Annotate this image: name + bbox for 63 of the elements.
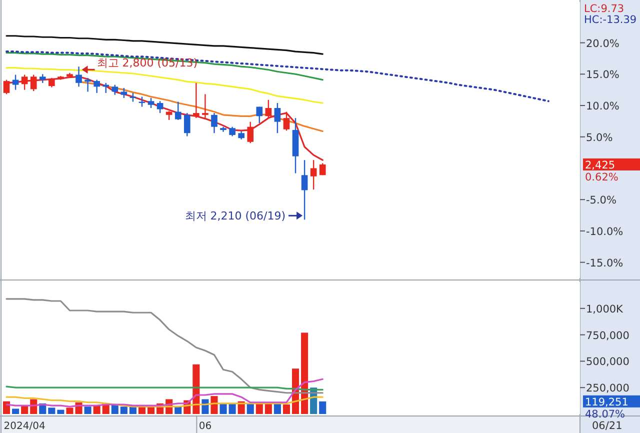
annotation: 최저 2,210 (06/19) [184, 210, 286, 223]
candlestick [265, 99, 272, 119]
bar [220, 403, 227, 414]
candlestick [12, 74, 19, 90]
bar [2, 401, 10, 414]
candlestick [184, 112, 190, 137]
candlestick [274, 102, 281, 134]
bar [12, 408, 20, 414]
line-series [6, 52, 324, 81]
y-tick-label: 20.0% [586, 38, 620, 50]
y-tick-label: 15.0% [586, 69, 620, 82]
bar [228, 403, 236, 414]
y-tick-label: 250,000 [586, 382, 630, 395]
text: 2,425 [585, 159, 616, 172]
candlestick [229, 126, 236, 137]
x-tick-label: 06 [198, 421, 212, 432]
y-tick-label: 1,000K [586, 303, 624, 316]
y-tick-label: -15.0% [586, 257, 624, 270]
candlestick [174, 101, 182, 121]
bar [319, 401, 326, 414]
candlestick [148, 97, 154, 109]
bar [246, 403, 254, 414]
candlestick [76, 66, 82, 88]
bar [282, 404, 290, 414]
candlestick [283, 111, 290, 132]
line-series [6, 396, 324, 408]
text: 119,251 [585, 396, 628, 408]
text: 48.07% [585, 408, 626, 420]
line-series [6, 298, 324, 394]
candlestick [120, 87, 128, 99]
candlestick [310, 159, 317, 190]
y-tick-label: 10.0% [586, 100, 620, 112]
y-tick-label: 750,000 [586, 330, 630, 342]
bar [84, 406, 92, 414]
bar [274, 403, 281, 414]
candlestick [211, 112, 218, 134]
bar [57, 410, 64, 414]
candlestick [301, 159, 308, 220]
y-tick-label: -10.0% [586, 226, 624, 238]
bar [120, 406, 128, 414]
candlestick [156, 100, 164, 114]
y-tick-label: 500,000 [586, 356, 630, 368]
x-tick-label: 2024/04 [4, 421, 46, 432]
y-tick-label: -5.0% [586, 194, 616, 207]
candlestick [112, 84, 118, 96]
text: 0.62% [585, 171, 618, 184]
line-series [6, 50, 550, 102]
bar [210, 396, 218, 414]
line-series [6, 378, 324, 408]
candlestick [138, 96, 146, 108]
candlestick [202, 94, 208, 119]
candlestick [94, 79, 100, 94]
text: LC:9.73 [584, 3, 624, 15]
text: HC:-13.39 [584, 14, 637, 26]
y-tick-label: 5.0% [586, 132, 613, 144]
text: 06/21 [592, 420, 622, 432]
bar [93, 406, 100, 414]
line-series [6, 35, 324, 55]
candlestick [193, 82, 200, 119]
bar [301, 332, 308, 414]
candlestick [256, 106, 263, 124]
candlestick [247, 121, 254, 144]
bar [48, 408, 56, 414]
